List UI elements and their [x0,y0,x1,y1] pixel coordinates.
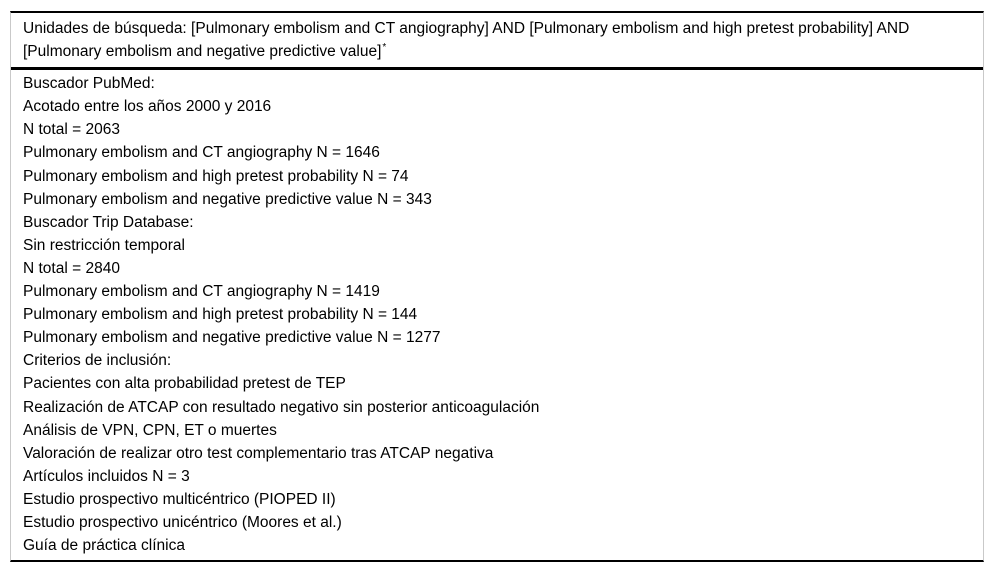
table-body-line: Guía de práctica clínica [23,537,185,555]
table-body-line: Estudio prospectivo multicéntrico (PIOPE… [23,490,336,508]
footnote-asterisk: * [382,42,387,54]
table-body: Buscador PubMed: Acotado entre los años 2… [11,70,983,560]
table-body-line: N total = 2063 [23,121,120,139]
table-body-line: Pulmonary embolism and negative predicti… [23,190,432,208]
table-body-line: Análisis de VPN, CPN, ET o muertes [23,421,277,439]
table-body-line: Pulmonary embolism and high pretest prob… [23,306,418,324]
table-body-line: Pulmonary embolism and CT angiography N … [23,144,380,162]
table-body-line: Estudio prospectivo unicéntrico (Moores … [23,513,342,531]
table-body-line: Realización de ATCAP con resultado negat… [23,398,540,416]
table-body-line: Valoración de realizar otro test complem… [23,444,494,462]
header-line-2: [Pulmonary embolism and negative predict… [23,40,971,65]
table-body-line: Pacientes con alta probabilidad pretest … [23,375,346,393]
table-body-line: Buscador Trip Database: [23,213,194,231]
table-body-line: Sin restricción temporal [23,236,185,254]
table-body-line: Pulmonary embolism and CT angiography N … [23,283,380,301]
header-line-1: Unidades de búsqueda: [Pulmonary embolis… [23,20,910,37]
table-body-line: Pulmonary embolism and high pretest prob… [23,167,409,185]
table-body-line: Buscador PubMed: [23,75,155,93]
table-body-line: Acotado entre los años 2000 y 2016 [23,98,272,116]
search-units-table: Unidades de búsqueda: [Pulmonary embolis… [10,11,984,563]
table-header: Unidades de búsqueda: [Pulmonary embolis… [11,13,983,71]
table-body-line: Artículos incluidos N = 3 [23,467,190,485]
table-body-line: Criterios de inclusión: [23,352,172,370]
table-body-line: Pulmonary embolism and negative predicti… [23,329,441,347]
header-line-2-text: [Pulmonary embolism and negative predict… [23,43,382,61]
table-body-line: N total = 2840 [23,259,120,277]
